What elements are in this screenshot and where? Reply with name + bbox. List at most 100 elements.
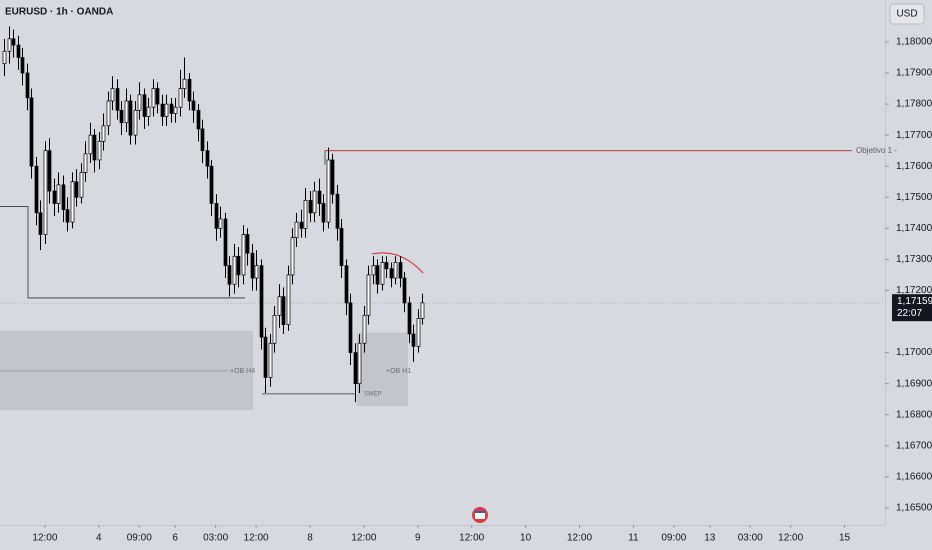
candle-body <box>371 265 376 276</box>
candle-body <box>303 200 308 229</box>
candle <box>308 191 313 223</box>
x-tick-label: 12:00 <box>459 533 484 544</box>
candle <box>101 113 106 151</box>
candle <box>371 256 376 285</box>
candle <box>151 79 156 117</box>
candle-body <box>366 274 371 316</box>
candle <box>200 119 205 164</box>
y-tick-label: 1,17700 <box>896 130 932 141</box>
candle-body <box>155 88 160 105</box>
candle-body <box>223 218 228 266</box>
candle <box>245 228 250 266</box>
candle-body <box>196 109 201 130</box>
candle <box>250 243 255 291</box>
calendar-icon[interactable] <box>472 507 488 523</box>
candle <box>362 305 367 353</box>
candle <box>420 293 425 325</box>
candle-body <box>218 218 223 229</box>
candle <box>16 35 21 70</box>
x-tick-label: 9 <box>415 533 421 544</box>
candle <box>7 26 12 64</box>
candle-body <box>348 302 353 353</box>
candle <box>380 256 385 291</box>
candle <box>268 333 273 387</box>
y-tick-label: 1,16600 <box>896 471 932 482</box>
target-label: Objetivo 1 - <box>856 146 897 155</box>
candle <box>137 82 142 120</box>
candle-body <box>411 333 416 347</box>
x-tick-label: 12:00 <box>567 533 592 544</box>
candle-body <box>110 88 115 102</box>
candle <box>294 212 299 247</box>
candle <box>353 343 358 403</box>
x-tick-label: 12:00 <box>244 533 269 544</box>
candle-body <box>353 352 358 385</box>
y-tick-label: 1,16500 <box>896 503 932 514</box>
candle <box>236 246 241 288</box>
candle-body <box>20 57 25 74</box>
candle <box>106 91 111 136</box>
x-tick-label: 09:00 <box>127 533 152 544</box>
candle-body <box>357 342 362 385</box>
candle-body <box>151 88 156 108</box>
candle-body <box>178 88 183 108</box>
candle-body <box>277 296 282 316</box>
candle-body <box>259 265 264 338</box>
candle-body <box>74 181 79 198</box>
candle <box>97 132 102 170</box>
candle-body <box>38 212 43 235</box>
candle <box>124 88 129 133</box>
candle <box>335 184 340 241</box>
countdown-label: 22:07 <box>897 308 922 319</box>
candle-body <box>169 103 174 114</box>
candle <box>209 159 214 216</box>
currency-button[interactable] <box>889 3 925 25</box>
candle-body <box>142 94 147 117</box>
candle <box>178 69 183 117</box>
candle <box>52 178 57 216</box>
candle-body <box>299 221 304 229</box>
candle-body <box>416 318 421 347</box>
candle <box>47 138 52 204</box>
candle-body <box>47 150 52 192</box>
candle-body <box>92 134 97 161</box>
candle <box>263 327 268 393</box>
y-tick-label: 1,18000 <box>896 37 932 48</box>
candle <box>133 100 138 145</box>
candle-body <box>11 38 16 46</box>
y-tick-label: 1,17200 <box>896 285 932 296</box>
candle <box>155 82 160 114</box>
sweep-label: SWEP <box>364 391 382 397</box>
last-price-tag <box>892 294 932 322</box>
candle-body <box>375 265 380 285</box>
candle <box>119 100 124 136</box>
candle-body <box>173 106 178 114</box>
candle <box>312 181 317 223</box>
candle-body <box>330 159 335 195</box>
candle <box>366 265 371 325</box>
candle-body <box>88 134 93 155</box>
candle-body <box>70 181 75 223</box>
y-tick-label: 1,16800 <box>896 409 932 420</box>
candle <box>70 172 75 229</box>
candle-body <box>317 190 322 204</box>
currency-label[interactable]: USD <box>896 9 917 20</box>
candle-body <box>339 227 344 266</box>
candle-body <box>187 78 192 102</box>
candle-body <box>254 265 259 279</box>
candle <box>92 128 97 173</box>
candle <box>196 104 201 142</box>
x-tick-label: 03:00 <box>738 533 763 544</box>
candle <box>20 48 25 86</box>
candle-body <box>245 234 250 254</box>
candle-body <box>209 165 214 204</box>
candle <box>83 141 88 182</box>
candle <box>375 259 380 294</box>
y-tick-label: 1,17500 <box>896 192 932 203</box>
candle-body <box>146 106 151 117</box>
candle <box>241 225 246 285</box>
candle-body <box>263 336 268 378</box>
candle-body <box>182 78 187 89</box>
candle <box>110 76 115 111</box>
candle-body <box>119 109 124 124</box>
